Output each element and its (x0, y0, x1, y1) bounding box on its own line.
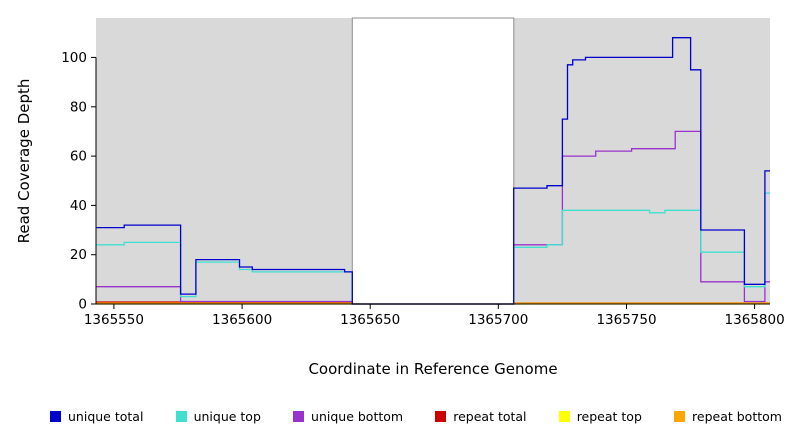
coverage-plot: 1365550 1365600 1365650 1365700 1365750 13658… (61, 17, 785, 328)
legend-item-unique-total: unique total (50, 409, 143, 424)
y-tick-label: 40 (70, 198, 87, 214)
legend-label-unique-bottom: unique bottom (311, 409, 404, 424)
x-tick-label: 1365700 (468, 312, 528, 328)
legend-item-repeat-total: repeat total (435, 409, 527, 424)
legend-swatch-repeat-top (558, 411, 570, 422)
legend-swatch-unique-top (175, 411, 187, 422)
y-tick-label: 20 (70, 247, 87, 263)
legend-label-repeat-top: repeat top (576, 409, 642, 424)
x-tick-label: 1365650 (340, 312, 400, 328)
series-unique-top (96, 192, 770, 305)
x-tick-label: 1365750 (596, 312, 656, 328)
legend-swatch-repeat-total (435, 411, 447, 422)
legend-label-unique-total: unique total (68, 409, 144, 424)
legend-swatch-unique-bottom (293, 411, 305, 422)
legend-item-unique-bottom: unique bottom (293, 409, 403, 424)
x-tick-label: 1365550 (84, 312, 144, 328)
plot-legend: unique total unique top unique bottom repea… (0, 409, 792, 424)
legend-label-repeat-bottom: repeat bottom (692, 409, 782, 424)
y-tick-label: 0 (78, 297, 87, 313)
legend-label-repeat-total: repeat total (453, 409, 527, 424)
legend-item-repeat-bottom: repeat bottom (674, 409, 782, 424)
x-axis-title: Coordinate in Reference Genome (308, 360, 558, 378)
legend-label-unique-top: unique top (193, 409, 261, 424)
legend-item-repeat-top: repeat top (558, 409, 642, 424)
x-tick-label: 1365800 (725, 312, 785, 328)
legend-swatch-unique-total (50, 411, 61, 422)
x-tick-label: 1365600 (212, 312, 272, 328)
y-tick-label: 60 (70, 149, 87, 165)
y-axis-title: Read Coverage Depth (15, 78, 33, 244)
y-tick-label: 100 (61, 50, 87, 66)
legend-item-unique-top: unique top (175, 409, 261, 424)
series-unique-total (96, 37, 770, 305)
y-tick-label: 80 (70, 99, 87, 115)
masked-region (351, 17, 515, 305)
legend-swatch-repeat-bottom (674, 411, 686, 422)
